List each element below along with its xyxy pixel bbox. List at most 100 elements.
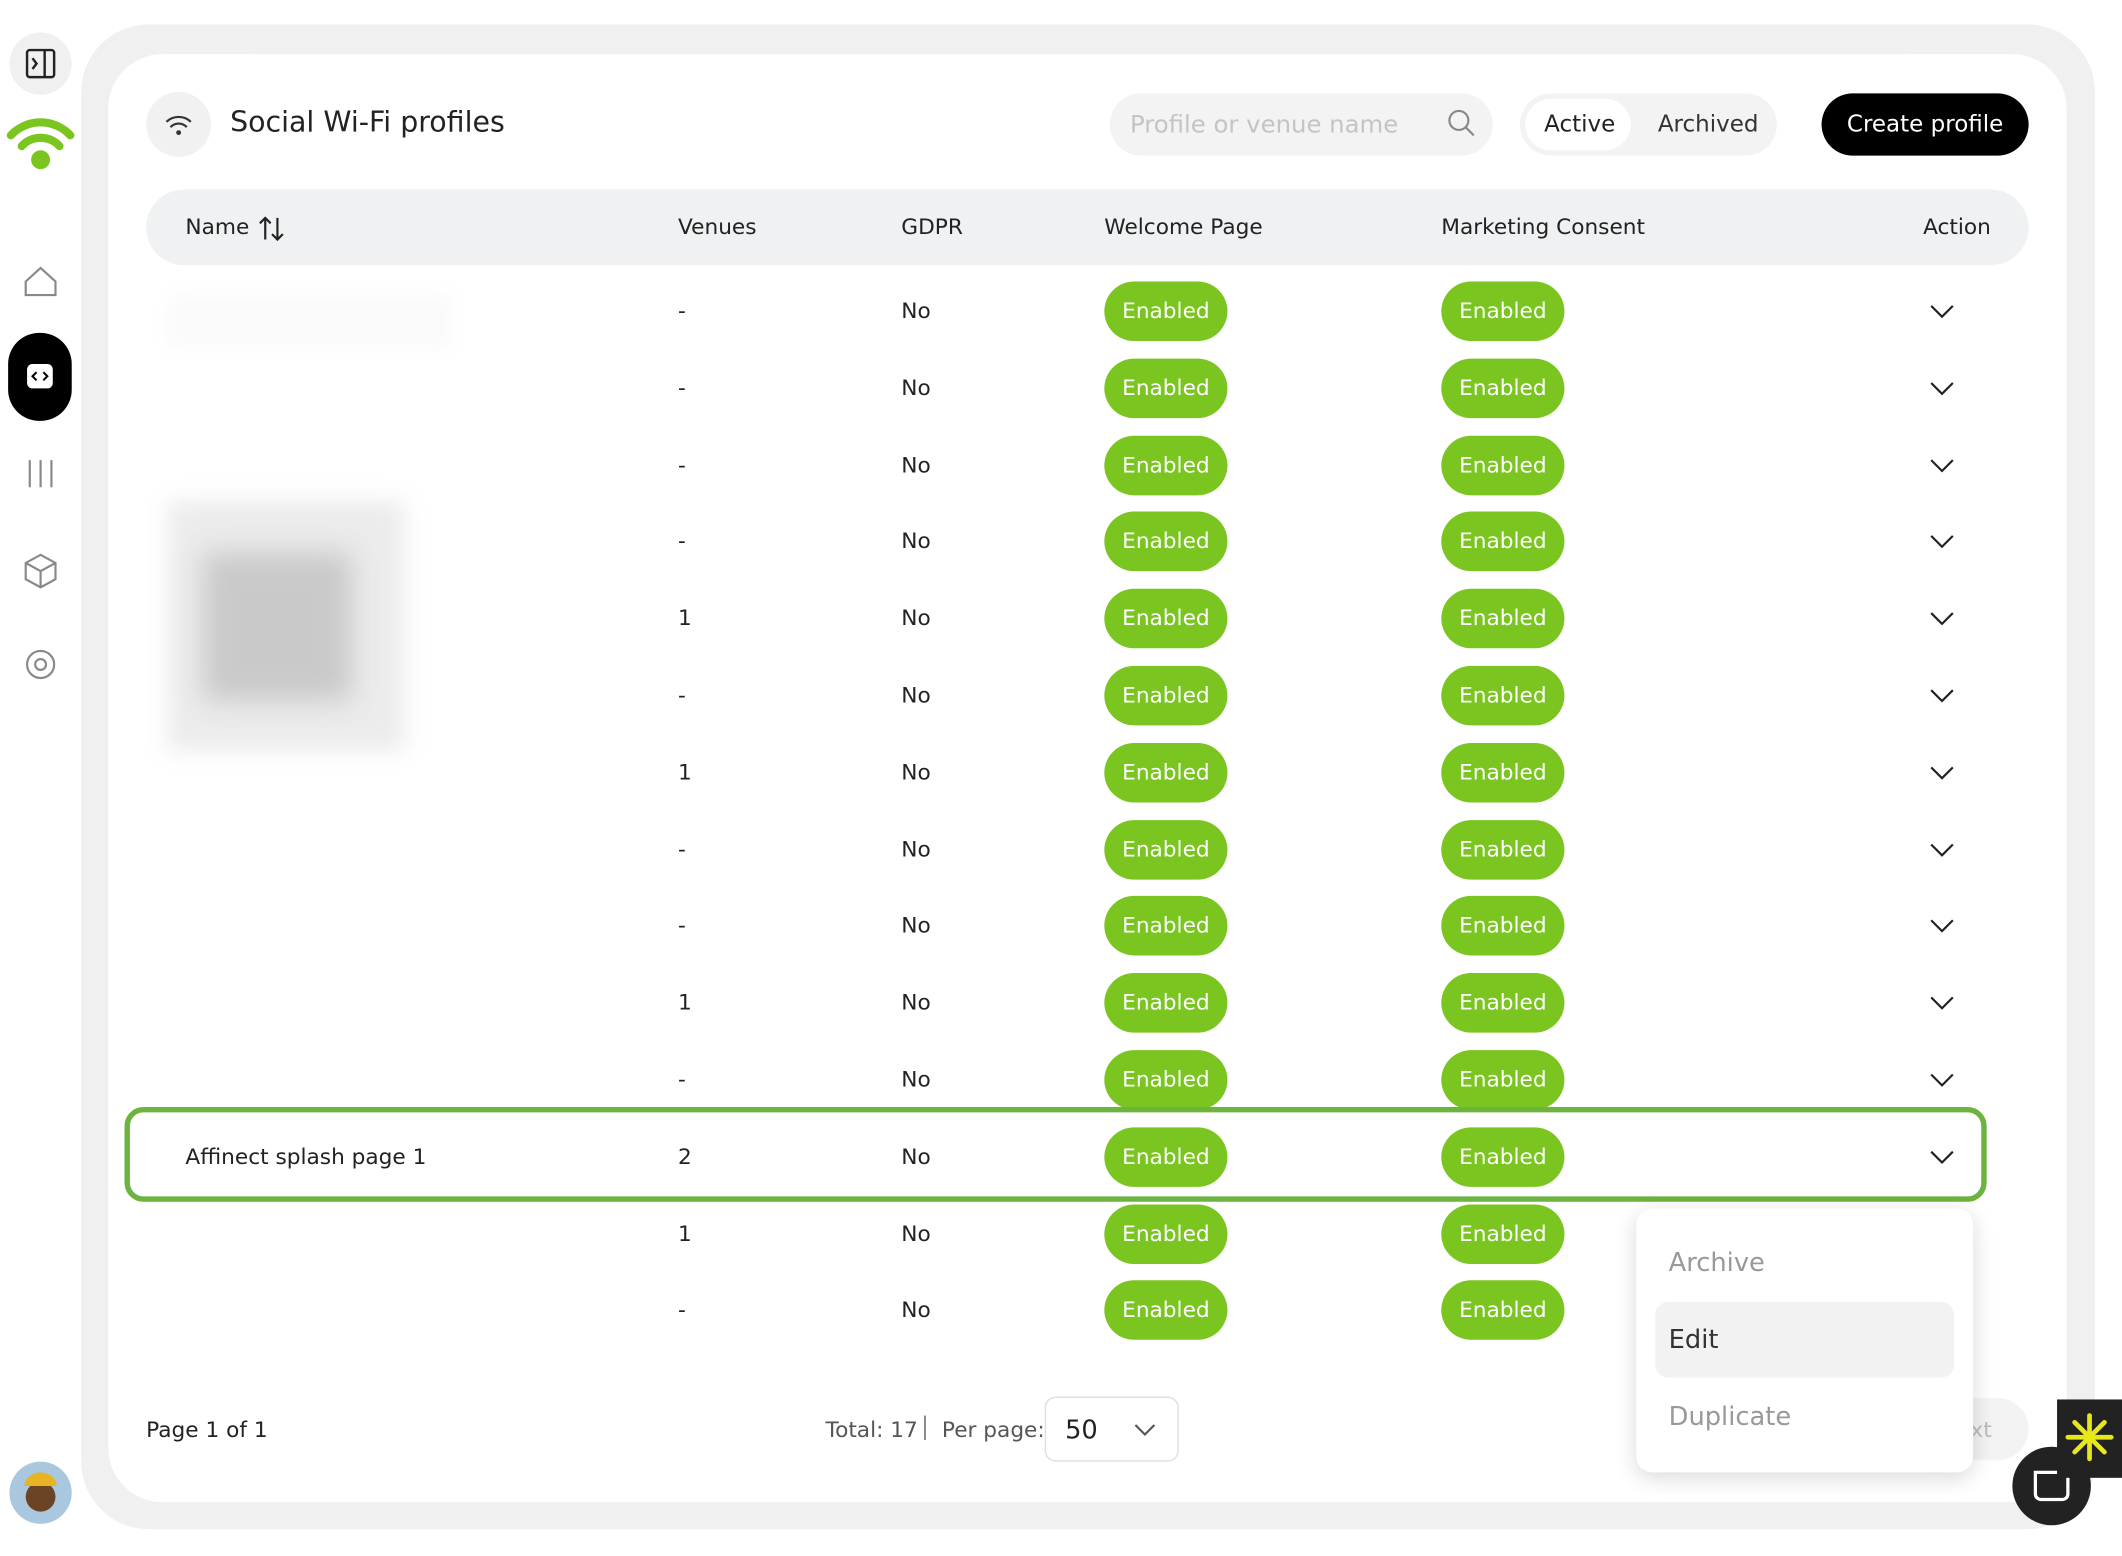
status-badge: Enabled [1441, 281, 1565, 342]
row-action[interactable] [1928, 1147, 1955, 1166]
per-page-value: 50 [1065, 1415, 1098, 1446]
status-badge: Enabled [1104, 1280, 1228, 1341]
row-action[interactable] [1928, 686, 1955, 705]
status-badge: Enabled [1441, 1203, 1565, 1264]
status-badge: Enabled [1441, 665, 1565, 726]
status-badge: Enabled [1441, 358, 1565, 418]
status-badge: Enabled [1104, 1050, 1228, 1110]
cell: - [678, 835, 686, 862]
status-badge: Enabled [1104, 665, 1228, 726]
status-badge: Enabled [1441, 1280, 1565, 1341]
per-page-select[interactable]: 50 [1044, 1396, 1179, 1462]
cell: No [901, 912, 931, 939]
status-badge: Enabled [1104, 742, 1228, 803]
column-header: GDPR [901, 213, 963, 240]
cell: No [901, 1143, 931, 1169]
cell: No [901, 451, 931, 478]
column-header: Welcome Page [1104, 213, 1263, 240]
column-header: Action [1923, 213, 1991, 240]
status-badge: Enabled [1104, 588, 1228, 649]
cell: - [678, 451, 686, 478]
next-label: xt [1970, 1416, 1992, 1443]
status-badge: Enabled [1441, 742, 1565, 803]
total: Total: 17 [825, 1416, 918, 1443]
cell: 1 [678, 989, 692, 1016]
cell: No [901, 1066, 931, 1093]
cell: No [901, 605, 931, 631]
status-badge: Enabled [1104, 819, 1228, 880]
page-info: Page 1 of 1 [146, 1416, 268, 1443]
create-button[interactable]: Create profile [1821, 93, 2029, 156]
cell: No [901, 528, 931, 555]
blurred-name [167, 295, 453, 350]
status-badge: Enabled [1441, 588, 1565, 649]
cell: - [678, 682, 686, 708]
status-badge: Enabled [1104, 512, 1228, 572]
search-box[interactable]: Profile or venue name [1109, 93, 1493, 156]
cell: No [901, 989, 931, 1016]
cell: No [901, 374, 931, 401]
status-badge: Enabled [1104, 1127, 1228, 1187]
status-badge: Enabled [1441, 1127, 1565, 1187]
action-menu: Archive Edit Duplicate [1636, 1208, 1974, 1473]
row-action[interactable] [1928, 456, 1955, 475]
status-badge: Enabled [1441, 973, 1565, 1033]
row-action[interactable] [1928, 379, 1955, 398]
profile-name: Affinect splash page 1 [185, 1143, 427, 1169]
column-header: Marketing Consent [1441, 213, 1646, 240]
row-action[interactable] [1928, 302, 1955, 321]
status-badge: Enabled [1104, 281, 1228, 342]
cell: 1 [678, 605, 692, 631]
table-body: - No Enabled Enabled - No Enabled Enabled - No Ena… [108, 268, 2066, 1364]
cell: - [678, 1066, 686, 1093]
row-action[interactable] [1928, 1070, 1955, 1089]
row-action[interactable] [1928, 917, 1955, 936]
row-action[interactable] [1928, 763, 1955, 782]
cell: No [901, 1297, 931, 1323]
tab[interactable]: Archived [1657, 110, 1759, 139]
status-badge: Enabled [1104, 435, 1228, 495]
table-header [146, 189, 2029, 266]
row-action[interactable] [1928, 994, 1955, 1013]
status-badge: Enabled [1104, 896, 1228, 956]
cell: No [901, 835, 931, 862]
chat-widget[interactable] [2011, 1399, 2122, 1529]
search-placeholder: Profile or venue name [1130, 110, 1399, 140]
status-badge: Enabled [1441, 1050, 1565, 1110]
row-highlight [124, 1107, 1987, 1202]
row-action[interactable] [1928, 609, 1955, 628]
row-action[interactable] [1928, 840, 1955, 859]
tab[interactable]: Active [1544, 110, 1616, 139]
status-badge: Enabled [1104, 973, 1228, 1033]
cell: No [901, 682, 931, 708]
cell: No [901, 758, 931, 785]
cell: - [678, 1297, 686, 1323]
column-header: Name [185, 213, 250, 240]
status-badge: Enabled [1104, 358, 1228, 418]
menu-item[interactable]: Duplicate [1668, 1402, 1792, 1432]
page-title: Social Wi-Fi profiles [230, 105, 505, 139]
cell: 2 [678, 1143, 692, 1169]
tabs: Active Archived [1519, 93, 1777, 156]
menu-item[interactable]: Edit [1655, 1301, 1955, 1378]
separator [924, 1415, 926, 1440]
cell: 1 [678, 1220, 692, 1246]
sidebar [6, 32, 75, 1524]
status-badge: Enabled [1441, 819, 1565, 880]
cell: - [678, 374, 686, 401]
cell: - [678, 912, 686, 939]
sort-icon[interactable] [257, 214, 287, 244]
cell: - [678, 528, 686, 555]
row-action[interactable] [1928, 532, 1955, 551]
tab-active-bg [1525, 98, 1631, 151]
status-badge: Enabled [1104, 1203, 1228, 1264]
menu-item[interactable]: Archive [1668, 1247, 1765, 1278]
cell: 1 [678, 758, 692, 785]
per-page-label: Per page: [941, 1416, 1045, 1443]
status-badge: Enabled [1441, 435, 1565, 495]
wifi-icon [146, 92, 212, 157]
status-badge: Enabled [1441, 512, 1565, 572]
blurred-image [202, 552, 352, 702]
